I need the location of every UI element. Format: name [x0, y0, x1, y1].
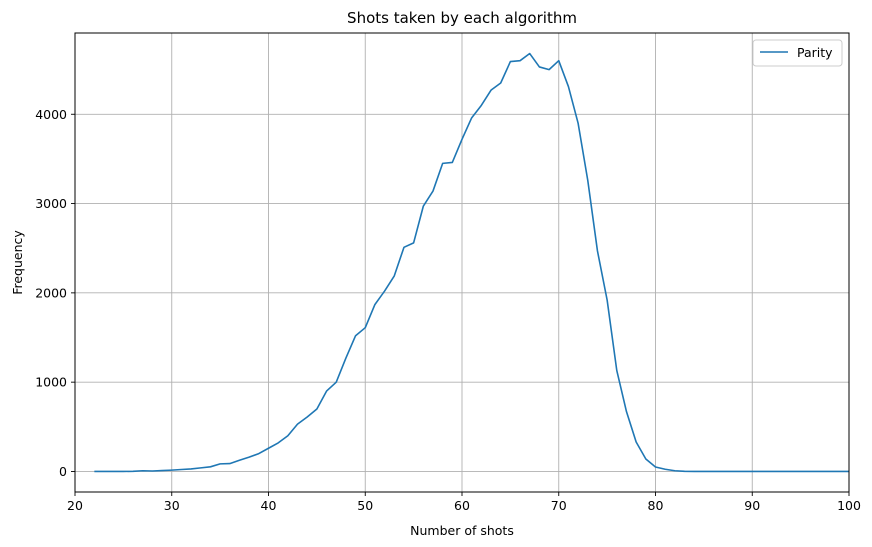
x-tick-label: 30 — [164, 498, 180, 513]
x-tick-label: 60 — [454, 498, 470, 513]
y-axis-label: Frequency — [10, 230, 25, 295]
plot-frame — [74, 32, 850, 493]
x-tick-label: 40 — [261, 498, 277, 513]
y-tick-label: 0 — [59, 464, 67, 479]
chart-title: Shots taken by each algorithm — [347, 9, 577, 27]
series-layer — [94, 52, 849, 473]
x-axis-label: Number of shots — [410, 523, 514, 538]
legend-box — [752, 39, 843, 67]
x-tick-label: 80 — [648, 498, 664, 513]
legend-label-parity: Parity — [797, 45, 833, 60]
x-tick-label: 20 — [67, 498, 83, 513]
x-tick-label: 50 — [357, 498, 373, 513]
legend: Parity — [752, 39, 843, 67]
y-tick-label: 1000 — [35, 375, 67, 390]
x-tick-label: 70 — [551, 498, 567, 513]
y-tick-label: 3000 — [35, 196, 67, 211]
series-line-parity — [94, 52, 849, 473]
y-tick-label: 2000 — [35, 285, 67, 300]
x-tick-label: 100 — [837, 498, 861, 513]
x-tick-label: 90 — [744, 498, 760, 513]
y-tick-label: 4000 — [35, 107, 67, 122]
